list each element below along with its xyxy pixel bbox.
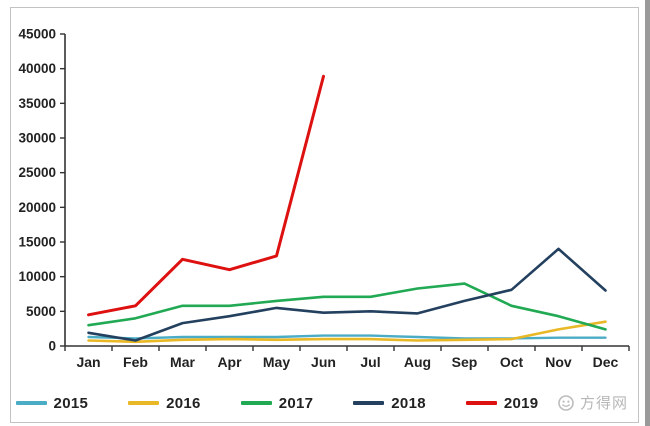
legend-label: 2015 bbox=[53, 394, 89, 412]
x-tick-label: May bbox=[263, 354, 290, 370]
x-tick-label: Feb bbox=[123, 354, 148, 370]
legend-swatch-2015 bbox=[15, 401, 47, 405]
y-tick-label: 10000 bbox=[18, 269, 56, 284]
legend-swatch-2019 bbox=[465, 401, 497, 405]
chart-legend: 2015 2016 2017 2018 2019 bbox=[11, 392, 543, 414]
legend-item-2018: 2018 bbox=[353, 395, 426, 412]
x-tick-label: Jul bbox=[360, 354, 380, 370]
line-chart: 0 5000 10000 15000 20000 25000 30000 35000 40000… bbox=[11, 8, 638, 388]
legend-label: 2018 bbox=[391, 394, 426, 412]
y-tick-label: 20000 bbox=[18, 200, 56, 215]
series-line-2016 bbox=[87, 320, 607, 344]
x-tick-label: Apr bbox=[217, 354, 242, 370]
y-tick-label: 15000 bbox=[18, 235, 56, 250]
legend-item-2019: 2019 bbox=[465, 394, 539, 412]
legend-item-2015: 2015 bbox=[15, 394, 89, 412]
right-edge-strip bbox=[645, 0, 650, 426]
legend-label: 2019 bbox=[503, 394, 539, 412]
y-tick-label: 35000 bbox=[18, 96, 56, 111]
chart-canvas: 0 5000 10000 15000 20000 25000 30000 35000 40000… bbox=[18, 27, 630, 370]
x-tick-label: Jun bbox=[311, 354, 336, 370]
y-tick-label: 30000 bbox=[18, 131, 56, 146]
x-tick-label: Aug bbox=[404, 354, 431, 370]
y-tick-label: 45000 bbox=[18, 27, 56, 42]
legend-item-2017: 2017 bbox=[240, 394, 314, 412]
legend-item-2016: 2016 bbox=[128, 395, 201, 412]
x-tick-label: Mar bbox=[170, 354, 195, 370]
x-tick-label: Sep bbox=[452, 354, 478, 370]
smiley-logo-icon bbox=[558, 394, 574, 411]
series-line-2019 bbox=[87, 74, 325, 317]
chart-panel: 0 5000 10000 15000 20000 25000 30000 35000 40000… bbox=[10, 7, 639, 423]
series-line-2017 bbox=[87, 282, 607, 331]
watermark: 方得网 bbox=[556, 392, 628, 413]
legend-label: 2017 bbox=[278, 394, 314, 412]
x-tick-label: Dec bbox=[593, 354, 619, 370]
y-tick-label: 40000 bbox=[18, 61, 56, 76]
legend-swatch-2016 bbox=[128, 401, 160, 405]
y-tick-label: 25000 bbox=[18, 165, 56, 180]
watermark-text: 方得网 bbox=[579, 395, 628, 412]
series-line-2018 bbox=[87, 247, 607, 342]
x-tick-label: Jan bbox=[76, 354, 100, 370]
y-tick-label: 0 bbox=[48, 339, 56, 354]
legend-swatch-2017 bbox=[240, 401, 272, 405]
legend-swatch-2018 bbox=[353, 401, 385, 405]
legend-label: 2016 bbox=[166, 394, 201, 412]
y-tick-label: 5000 bbox=[26, 304, 56, 319]
x-tick-label: Oct bbox=[500, 354, 524, 370]
x-tick-label: Nov bbox=[545, 354, 572, 370]
